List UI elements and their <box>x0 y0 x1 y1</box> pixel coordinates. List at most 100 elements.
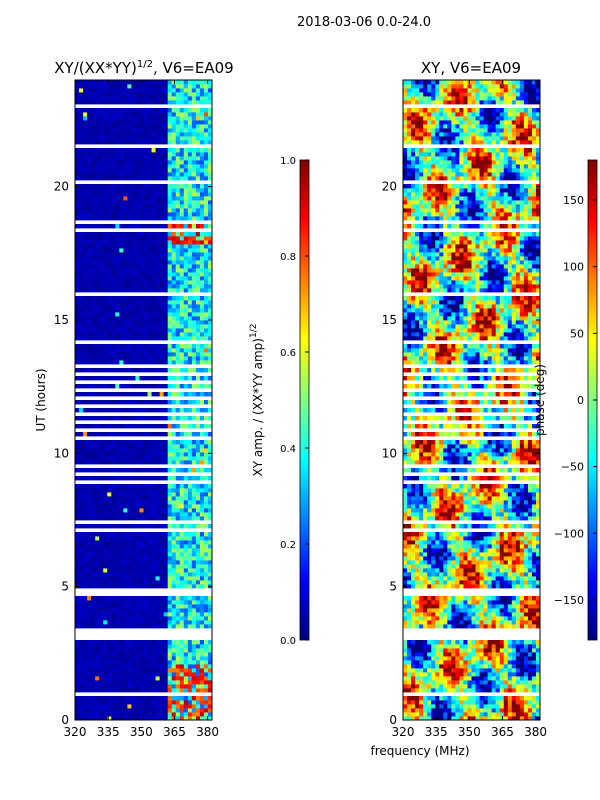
colorbar-tick-label: 1.0 <box>280 156 296 167</box>
heatmap-gap-row <box>403 472 540 476</box>
x-tick-label: 350 <box>458 725 481 739</box>
y-tick-label: 0 <box>61 713 69 727</box>
amp-colorbar: 0.0 0.2 0.4 0.6 0.8 1.0 XY amp. / (XX*YY amp)… <box>249 156 310 647</box>
heatmap-gap-row <box>403 436 540 440</box>
heatmap-gap-row <box>75 364 212 368</box>
heatmap-gap-row <box>75 464 212 468</box>
amp-axes: 320 335 350 365 380 0 5 10 15 20 <box>54 79 219 739</box>
heatmap-gap-row <box>75 396 212 400</box>
heatmap-gap-row <box>403 480 540 484</box>
heatmap-gap-row <box>75 340 212 344</box>
heatmap-gap-row <box>403 588 540 592</box>
heatmap-gap-row <box>403 412 540 416</box>
heatmap-gap-row <box>403 388 540 392</box>
amp-colorbar-label: XY amp. / (XX*YY amp)1/2 <box>249 324 265 477</box>
figure-suptitle: 2018-03-06 0.0-24.0 <box>297 15 431 30</box>
colorbar-tick-label: 0.2 <box>280 540 296 551</box>
heatmap-gap-row <box>403 464 540 468</box>
colorbar-tick-label: 0 <box>577 394 584 407</box>
colorbar-tick-label: 100 <box>563 261 584 274</box>
phase-colorbar-label: phase (deg) <box>533 364 547 436</box>
heatmap-gap-row <box>75 404 212 408</box>
amp-title: XY/(XX*YY)1/2, V6=EA09 <box>54 59 233 77</box>
y-tick-label: 15 <box>54 313 69 327</box>
heatmap-gap-row <box>75 592 212 596</box>
amp-colorbar-gradient <box>299 159 310 641</box>
heatmap-gap-row <box>75 520 212 524</box>
heatmap-gap-row <box>403 628 540 632</box>
heatmap-gap-row <box>75 180 212 184</box>
y-tick-label: 10 <box>382 446 397 460</box>
y-tick-label: 20 <box>54 180 69 194</box>
heatmap-gap-row <box>75 420 212 424</box>
heatmap-gap-row <box>403 364 540 368</box>
heatmap-gap-row <box>403 180 540 184</box>
phase-heatmap <box>403 80 541 721</box>
plot-frame <box>402 79 541 721</box>
heatmap-gap-row <box>75 144 212 148</box>
heatmap-gap-row <box>75 436 212 440</box>
heatmap-gap-row <box>403 632 540 636</box>
amp-ylabel: UT (hours) <box>34 368 48 431</box>
colorbar-tick-label: 0.6 <box>280 348 296 359</box>
plot-frame <box>74 79 213 721</box>
phase-title: XY, V6=EA09 <box>421 59 521 77</box>
phase-axes: 320 335 350 365 380 0 5 10 15 20 <box>382 79 547 739</box>
colorbar-tick-label: 0.0 <box>280 636 296 647</box>
x-tick-label: 350 <box>130 725 153 739</box>
heatmap-gap-row <box>75 428 212 432</box>
heatmap-gap-row <box>75 628 212 632</box>
heatmap-gap-row <box>403 636 540 640</box>
heatmap-gap-row <box>75 588 212 592</box>
phase-colorbar: −150 −100 −50 0 50 100 150 phase (deg) <box>533 159 598 641</box>
colorbar-tick-label: 150 <box>563 194 584 207</box>
heatmap-gap-row <box>403 428 540 432</box>
heatmap-gap-row <box>403 592 540 596</box>
heatmap-gap-row <box>75 472 212 476</box>
heatmap-gap-row <box>75 388 212 392</box>
heatmap-gap-row <box>75 412 212 416</box>
heatmap-gap-row <box>75 636 212 640</box>
heatmap-gap-row <box>75 292 212 296</box>
amp-heatmap <box>75 80 213 721</box>
colorbar-tick-label: 50 <box>570 327 584 340</box>
heatmap-gap-row <box>75 104 212 108</box>
x-tick-label: 365 <box>491 725 514 739</box>
heatmap-gap-row <box>403 372 540 376</box>
heatmap-gap-row <box>403 220 540 224</box>
heatmap-gap-row <box>403 520 540 524</box>
heatmap-gap-row <box>75 380 212 384</box>
heatmap-gap-row <box>403 420 540 424</box>
heatmap-gap-row <box>403 340 540 344</box>
x-tick-label: 380 <box>524 725 547 739</box>
heatmap-gap-row <box>403 380 540 384</box>
y-tick-label: 15 <box>382 313 397 327</box>
x-tick-label: 320 <box>392 725 415 739</box>
heatmap-gap-row <box>75 372 212 376</box>
heatmap-gap-row <box>403 528 540 532</box>
heatmap-gap-row <box>403 396 540 400</box>
heatmap-gap-row <box>75 220 212 224</box>
y-tick-label: 0 <box>389 713 397 727</box>
x-tick-label: 335 <box>425 725 448 739</box>
x-tick-label: 365 <box>163 725 186 739</box>
heatmap-gap-row <box>403 104 540 108</box>
heatmap-gap-row <box>403 404 540 408</box>
colorbar-tick-label: 0.4 <box>280 444 296 455</box>
y-tick-label: 5 <box>389 580 397 594</box>
x-tick-label: 380 <box>196 725 219 739</box>
colorbar-tick-label: −100 <box>554 527 584 540</box>
phase-panel: XY, V6=EA09 320 335 350 365 380 0 5 10 15 20 <box>382 59 547 739</box>
heatmap-gap-row <box>403 144 540 148</box>
colorbar-tick-label: −150 <box>554 594 584 607</box>
heatmap-gap-row <box>75 528 212 532</box>
heatmap-gap-row <box>403 292 540 296</box>
heatmap-gap-row <box>75 632 212 636</box>
y-tick-label: 10 <box>54 446 69 460</box>
heatmap-gap-row <box>75 480 212 484</box>
x-tick-label: 335 <box>97 725 120 739</box>
colorbar-tick-label: −50 <box>561 461 584 474</box>
amp-panel: XY/(XX*YY)1/2, V6=EA09 320 335 350 365 380 0 5… <box>34 59 234 739</box>
colorbar-tick-label: 0.8 <box>280 252 296 263</box>
